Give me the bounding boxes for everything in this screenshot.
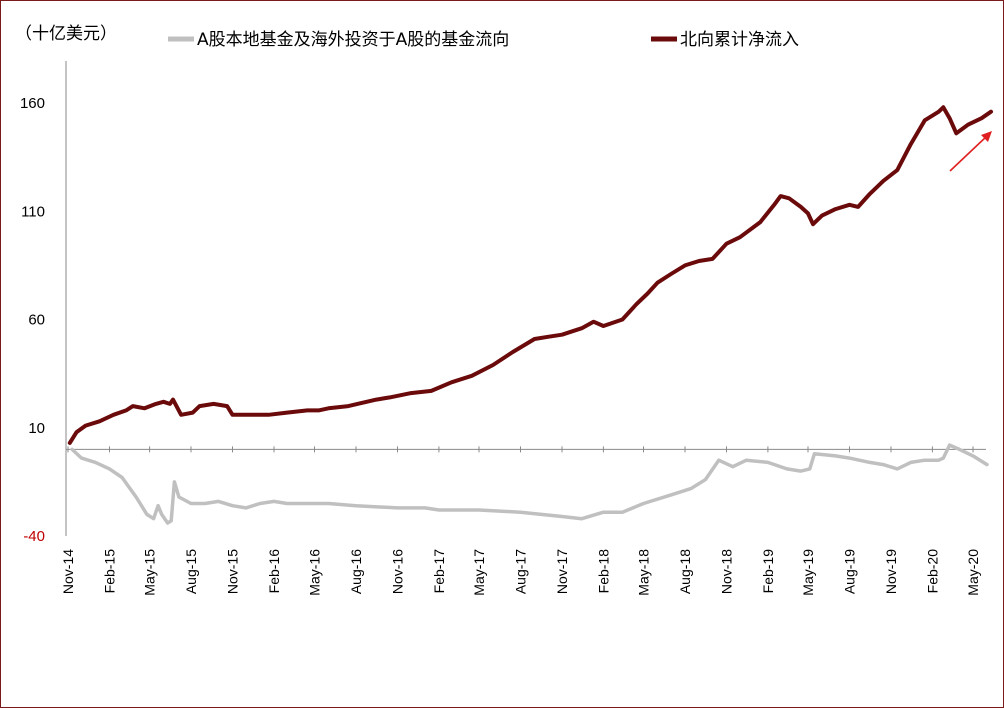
y-tick-label: -40	[23, 528, 45, 545]
x-tick-label: Nov-15	[225, 549, 241, 594]
x-tick-label: Aug-15	[183, 549, 199, 594]
trend-arrow-icon	[949, 131, 992, 172]
x-tick-label: Feb-18	[595, 549, 611, 594]
x-tick-label: Feb-15	[102, 549, 118, 594]
x-tick-label: Nov-17	[554, 549, 570, 594]
x-tick-label: May-20	[965, 549, 981, 596]
unit-label: （十亿美元）	[15, 24, 117, 44]
x-tick-label: Nov-19	[883, 549, 899, 594]
series-lines	[67, 105, 993, 525]
x-tick-label: May-18	[636, 549, 652, 596]
series-line-northbound	[67, 105, 993, 445]
x-tick-label: Nov-14	[60, 549, 76, 594]
x-tick-label: Aug-18	[677, 549, 693, 594]
y-tick-label: 110	[21, 203, 45, 220]
y-tick-label: 60	[28, 312, 45, 329]
x-tick-label: Aug-17	[513, 549, 529, 594]
x-tick-label: Aug-19	[842, 549, 858, 594]
x-tick-label: May-19	[800, 549, 816, 596]
legend-label-northbound: 北向累计净流入	[680, 30, 799, 50]
x-tick-label: Feb-19	[760, 549, 776, 594]
x-axis-ticks: Nov-14 Feb-15 May-15 Aug-15 Nov-15 Feb-16 May-…	[60, 446, 981, 596]
legend-label-fund-flow: A股本地基金及海外投资于A股的基金流向	[197, 30, 509, 50]
x-tick-label: May-16	[307, 549, 323, 596]
y-axis-ticks: 160 110 60 10 -40	[20, 95, 45, 545]
x-tick-label: May-17	[471, 549, 487, 596]
x-tick-label: Aug-16	[348, 549, 364, 594]
x-tick-label: Feb-16	[266, 549, 282, 594]
x-tick-label: Nov-18	[719, 549, 735, 594]
x-tick-label: Nov-16	[390, 549, 406, 594]
y-tick-label: 10	[28, 420, 45, 437]
x-tick-label: Feb-20	[924, 549, 940, 594]
x-tick-label: May-15	[142, 549, 158, 596]
x-tick-label: Feb-17	[431, 549, 447, 594]
series-line-fund-flow	[70, 443, 989, 525]
y-tick-label: 160	[20, 95, 45, 112]
